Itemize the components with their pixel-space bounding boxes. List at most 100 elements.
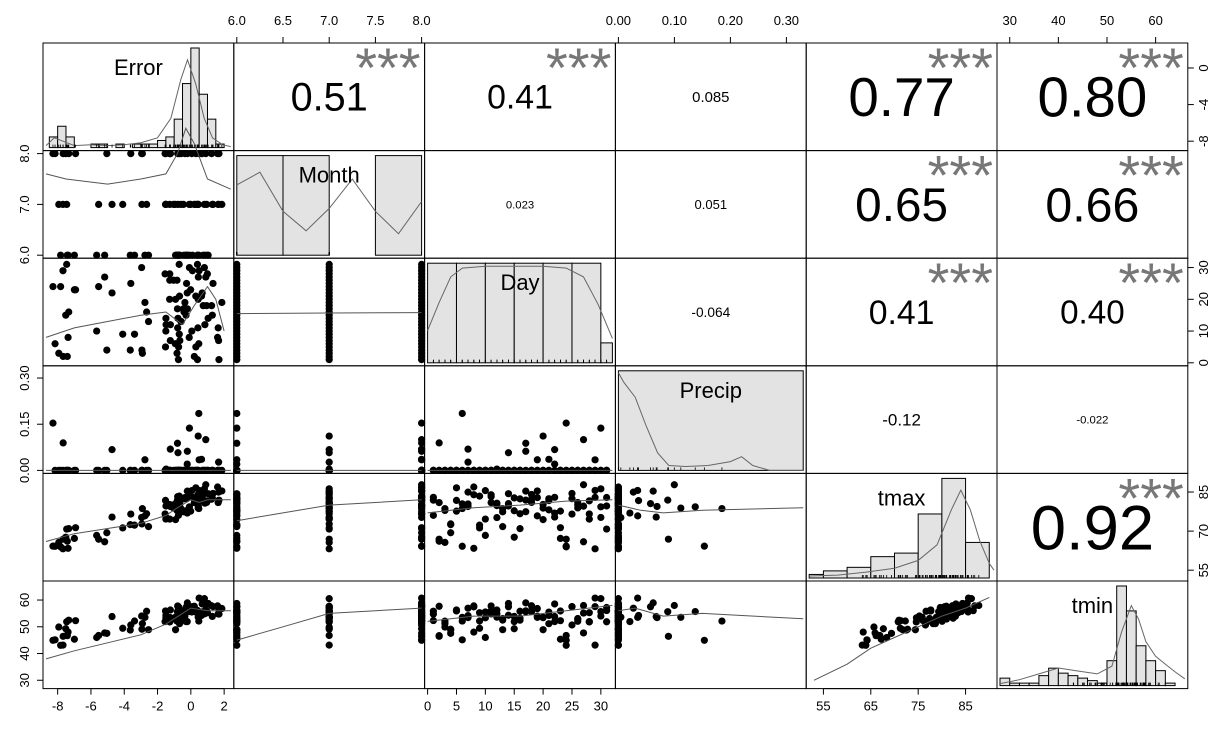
scatter-point-tmin-Day [591, 594, 598, 601]
scatter-point-tmin-Precip [650, 599, 657, 606]
scatter-point-Month-Error [194, 252, 201, 259]
scatter-point-tmin-tmax [932, 620, 939, 627]
scatter-point-tmin-Month [326, 625, 333, 632]
x-axis-tick-label-Month: 7.5 [366, 13, 384, 28]
scatter-point-tmax-Precip [634, 512, 641, 519]
scatter-point-tmax-Error [208, 496, 215, 503]
significance-stars-0-2: *** [546, 36, 611, 99]
y-axis-tick-label-Day: 20 [1196, 292, 1211, 306]
scatter-point-tmin-Day [580, 629, 587, 636]
scatter-point-tmin-Month [418, 637, 425, 644]
scatter-point-tmin-Day [591, 642, 598, 649]
scatter-point-Day-Error [175, 356, 182, 363]
diagonal-label-tmin: tmin [1072, 593, 1114, 618]
scatter-point-Precip-Day [591, 456, 598, 463]
x-axis-tick-label-tmax: 65 [864, 699, 878, 714]
x-axis-tick-label-Day: 25 [565, 699, 579, 714]
smooth-line-tmax-Precip [618, 505, 803, 513]
scatter-point-Day-Error [192, 343, 199, 350]
scatter-point-Month-Error [72, 150, 79, 157]
scatter-point-Month-Error [57, 252, 64, 259]
scatter-point-tmax-Precip [718, 505, 725, 512]
scatter-point-tmax-Error [138, 514, 145, 521]
panel-border-3-0 [43, 366, 234, 474]
y-axis-tick-label-Error: -4 [1196, 99, 1211, 111]
scatter-point-tmax-Precip [615, 524, 622, 531]
scatter-point-tmax-Day [563, 543, 570, 550]
histogram-bar-Error [183, 84, 191, 148]
scatter-point-tmax-Day [586, 510, 593, 517]
x-axis-tick-label-tmax: 75 [911, 699, 925, 714]
scatter-point-tmin-tmax [952, 600, 959, 607]
scatter-point-tmin-Day [557, 617, 564, 624]
scatter-point-tmin-Error [119, 625, 126, 632]
scatter-point-tmax-Error [127, 510, 134, 517]
scatter-point-Month-Error [204, 252, 211, 259]
scatter-point-tmax-Day [453, 484, 460, 491]
scatter-point-tmax-Error [202, 481, 209, 488]
scatter-point-Precip-Day [534, 456, 541, 463]
x-axis-tick-label-Day: 15 [507, 699, 521, 714]
scatter-point-Day-Error [51, 340, 58, 347]
scatter-point-tmin-Month [233, 629, 240, 636]
scatter-point-Day-Error [166, 296, 173, 303]
scatter-point-Precip-Day [464, 446, 471, 453]
scatter-point-Day-Month [233, 261, 240, 268]
scatter-point-tmax-Precip [615, 514, 622, 521]
scatter-point-tmin-Error [176, 604, 183, 611]
histogram-bar-Month [237, 156, 283, 256]
scatter-point-tmax-Day [540, 516, 547, 523]
smooth-line-Day-Month [237, 313, 422, 314]
panel-border-4-3 [615, 473, 806, 581]
y-axis-tick-label-Month: 6.0 [17, 246, 32, 264]
scatter-point-tmin-Error [59, 642, 66, 649]
scatter-point-tmin-tmax [880, 625, 887, 632]
scatter-point-tmin-Day [540, 626, 547, 633]
scatter-point-Month-Error [127, 150, 134, 157]
scatter-point-Precip-Error [184, 460, 191, 467]
scatter-point-tmax-Error [108, 513, 115, 520]
scatter-point-Month-Error [108, 201, 115, 208]
x-axis-tick-label-Month: 6.5 [274, 13, 292, 28]
scatter-point-tmin-tmax [888, 630, 895, 637]
y-axis-tick-label-Day: 0 [1196, 359, 1211, 366]
scatter-point-Month-Error [176, 150, 183, 157]
scatter-point-tmax-Month [418, 534, 425, 541]
scatter-point-Precip-Month [418, 420, 425, 427]
scatter-point-tmin-tmax [870, 623, 877, 630]
y-axis-tick-label-Day: 10 [1196, 324, 1211, 338]
panel-border-3-2 [425, 366, 616, 474]
scatter-point-tmax-Precip [701, 543, 708, 550]
x-axis-tick-label-Error: -8 [52, 699, 64, 714]
scatter-point-tmin-Day [464, 614, 471, 621]
scatter-point-tmin-Error [72, 617, 79, 624]
scatter-point-Day-Error [101, 273, 108, 280]
scatter-point-Precip-Day [597, 425, 604, 432]
scatter-point-tmin-tmax [927, 607, 934, 614]
scatter-point-Precip-Error [196, 456, 203, 463]
scatter-point-tmax-Month [418, 487, 425, 494]
scatter-point-tmin-Error [198, 612, 205, 619]
histogram-bar-Error [207, 119, 215, 147]
scatter-point-Month-Error [202, 150, 209, 157]
scatter-point-Day-Error [218, 299, 225, 306]
scatter-point-tmax-Day [580, 538, 587, 545]
scatter-point-Month-Error [119, 201, 126, 208]
histogram-bar-tmin [1058, 673, 1068, 685]
scatter-point-Precip-Error [184, 448, 191, 455]
scatter-point-Day-Error [186, 334, 193, 341]
correlation-value-3-4: -0.12 [882, 411, 921, 430]
scatter-point-tmax-Day [603, 525, 610, 532]
scatter-point-Day-Error [103, 347, 110, 354]
scatter-point-Precip-Error [174, 440, 181, 447]
scatter-point-tmax-Day [447, 520, 454, 527]
scatter-point-tmax-Month [233, 494, 240, 501]
scatter-point-Month-Error [201, 201, 208, 208]
scatter-point-Precip-Error [167, 446, 174, 453]
scatter-point-tmin-Month [326, 603, 333, 610]
scatter-point-tmin-Month [233, 615, 240, 622]
scatter-point-tmin-Month [326, 595, 333, 602]
correlation-value-2-3: -0.064 [691, 305, 730, 320]
scatter-point-Precip-Day [459, 410, 466, 417]
